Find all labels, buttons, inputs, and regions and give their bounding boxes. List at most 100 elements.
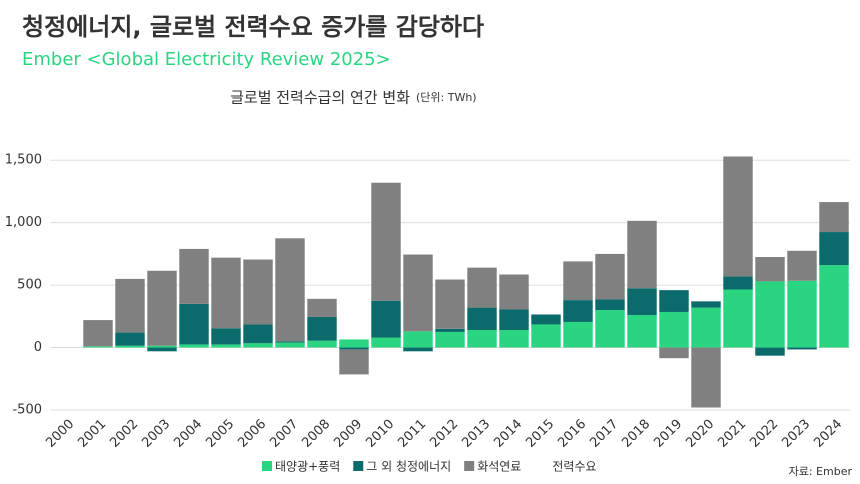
x-tick-label: 2017 <box>587 417 621 451</box>
bar-segment <box>275 238 305 342</box>
bar-segment <box>83 346 113 348</box>
source: 자료: Ember <box>789 465 853 478</box>
bar-segment <box>211 257 241 329</box>
y-tick-label: 1,500 <box>5 153 42 168</box>
y-tick-label: -500 <box>12 403 42 418</box>
bar-segment <box>499 330 529 348</box>
x-tick-label: 2023 <box>779 417 813 451</box>
chart-title: 글로벌 전력수급의 연간 변화 <box>230 89 410 107</box>
bar-segment <box>307 298 337 317</box>
legend-label: 그 외 청정에너지 <box>366 460 451 474</box>
x-tick-label: 2003 <box>139 417 173 451</box>
bar-segment <box>115 278 145 333</box>
x-tick-label: 2022 <box>747 417 781 451</box>
bar-segment <box>179 344 209 348</box>
bar-segment <box>179 303 209 345</box>
bar-segment <box>403 254 433 332</box>
x-tick-label: 2018 <box>619 417 653 451</box>
legend-label: 전력수요 <box>552 460 596 474</box>
x-tick-label: 2005 <box>203 417 237 451</box>
bar-segment <box>755 257 785 282</box>
bar-segment <box>787 280 817 348</box>
bar-segment <box>723 289 753 348</box>
bar-segment <box>147 345 177 348</box>
page-subtitle: Ember <Global Electricity Review 2025> <box>22 49 391 70</box>
x-tick-label: 2006 <box>235 417 269 451</box>
bar-segment <box>691 307 721 348</box>
bar-segment <box>819 265 849 348</box>
bar-segment <box>563 300 593 322</box>
bar-segment <box>403 331 433 348</box>
bar-segment <box>755 281 785 348</box>
x-tick-label: 2021 <box>715 417 749 451</box>
bar-segment <box>435 279 465 329</box>
x-tick-label: 2012 <box>427 417 461 451</box>
bar-segment <box>243 343 273 348</box>
bar-segment <box>595 310 625 348</box>
bar-segment <box>371 182 401 301</box>
bar-segment <box>403 347 433 352</box>
bar-segment <box>115 345 145 348</box>
bar-segment <box>723 276 753 290</box>
legend-label: 태양광+풍력 <box>275 460 340 474</box>
bar-segment <box>83 320 113 347</box>
bar-segment <box>531 324 561 348</box>
bar-segment <box>179 248 209 304</box>
bar-segment <box>211 344 241 348</box>
bar-segment <box>147 270 177 346</box>
bar-segment <box>819 232 849 266</box>
bar-segment <box>723 156 753 277</box>
bar-segment <box>467 307 497 331</box>
legend-label: 화석연료 <box>477 460 521 474</box>
x-tick-label: 2004 <box>171 417 205 451</box>
legend-swatch <box>262 461 272 471</box>
legend-swatch <box>353 461 364 471</box>
bar-segment <box>435 328 465 332</box>
bar-segment <box>371 300 401 338</box>
bar-segment <box>659 290 689 312</box>
bar-segment <box>595 299 625 311</box>
bar-segment <box>211 328 241 345</box>
x-tick-label: 2011 <box>395 417 429 451</box>
legend-swatch <box>464 461 475 471</box>
bar-segment <box>627 220 657 289</box>
bar-segment <box>339 349 369 375</box>
x-tick-label: 2002 <box>107 417 141 451</box>
bar-segment <box>147 347 177 352</box>
bar-segment <box>371 337 401 348</box>
bar-segment <box>307 316 337 341</box>
page-title: 청정에너지, 글로벌 전력수요 증가를 감당하다 <box>22 13 484 41</box>
y-tick-label: 0 <box>34 340 42 355</box>
bar-segment <box>339 339 369 348</box>
unit-note: (단위: TWh) <box>416 91 477 104</box>
bar-segment <box>499 309 529 331</box>
x-tick-label: 2007 <box>267 417 301 451</box>
bar-segment <box>115 332 145 346</box>
bar-segment <box>659 347 689 359</box>
bar-segment <box>659 311 689 348</box>
bar-segment <box>595 253 625 300</box>
bar-segment <box>563 261 593 301</box>
x-tick-label: 2019 <box>651 417 685 451</box>
bar-segment <box>467 330 497 348</box>
bar-segment <box>531 314 561 325</box>
bar-segment <box>435 331 465 348</box>
x-tick-label: 2010 <box>363 417 397 451</box>
x-tick-label: 2000 <box>43 417 77 451</box>
x-tick-label: 2016 <box>555 417 589 451</box>
bar-segment <box>307 340 337 348</box>
bar-segment <box>243 324 273 344</box>
bar-segment <box>691 347 721 408</box>
x-tick-label: 2020 <box>683 417 717 451</box>
x-tick-label: 2008 <box>299 417 333 451</box>
x-tick-label: 2014 <box>491 417 525 451</box>
x-tick-label: 2015 <box>523 417 557 451</box>
x-tick-label: 2001 <box>75 417 109 451</box>
bar-segment <box>691 301 721 308</box>
bar-segment <box>275 342 305 348</box>
x-tick-label: 2024 <box>811 417 845 451</box>
bar-segment <box>755 347 785 356</box>
x-tick-label: 2013 <box>459 417 493 451</box>
bar-segment <box>627 315 657 348</box>
